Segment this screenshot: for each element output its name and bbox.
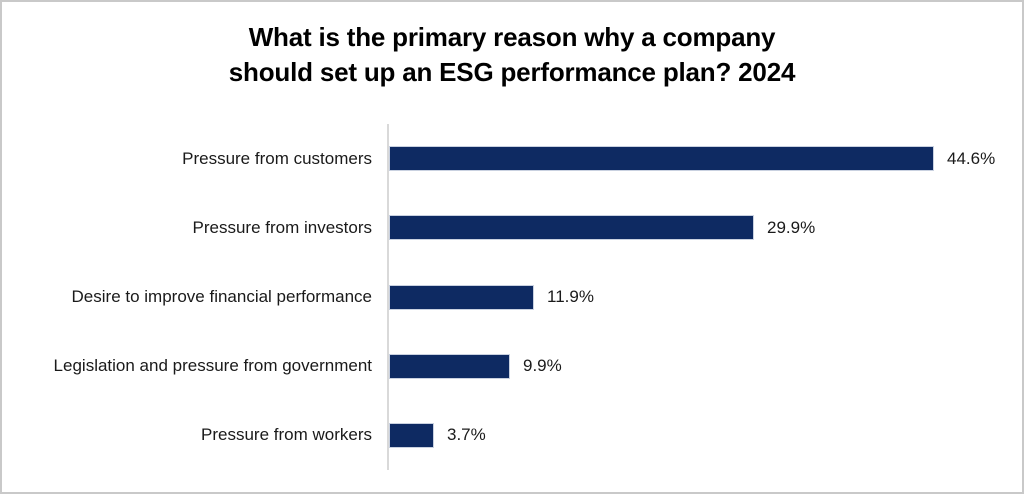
bar <box>389 353 510 379</box>
bar-row: Legislation and pressure from government… <box>2 332 1022 401</box>
category-label: Pressure from investors <box>192 217 373 237</box>
value-label: 11.9% <box>547 287 594 306</box>
category-label: Desire to improve financial performance <box>71 287 372 306</box>
category-label: Pressure from workers <box>201 425 372 445</box>
bar <box>389 284 534 310</box>
bar-row: Pressure from workers 3.7% <box>2 401 1022 470</box>
value-label: 44.6% <box>947 148 996 168</box>
bar-row: Desire to improve financial performance … <box>2 262 1022 331</box>
value-label: 29.9% <box>767 217 816 237</box>
value-label: 3.7% <box>447 425 486 445</box>
value-label: 9.9% <box>523 356 562 376</box>
y-axis-line <box>387 124 389 470</box>
bar-row: Pressure from customers 44.6% <box>2 124 1022 193</box>
bar-row: Pressure from investors 29.9% <box>2 193 1022 262</box>
chart-title: What is the primary reason why a company… <box>2 20 1022 90</box>
bar-rows: Pressure from customers 44.6% Pressure f… <box>2 124 1022 470</box>
category-label: Legislation and pressure from government <box>53 356 372 376</box>
bar <box>389 215 754 241</box>
chart-title-line-2: should set up an ESG performance plan? 2… <box>228 57 796 87</box>
category-label: Pressure from customers <box>182 148 372 168</box>
bar <box>389 146 934 172</box>
chart-title-line-1: What is the primary reason why a company <box>248 22 776 52</box>
bar <box>389 422 434 448</box>
